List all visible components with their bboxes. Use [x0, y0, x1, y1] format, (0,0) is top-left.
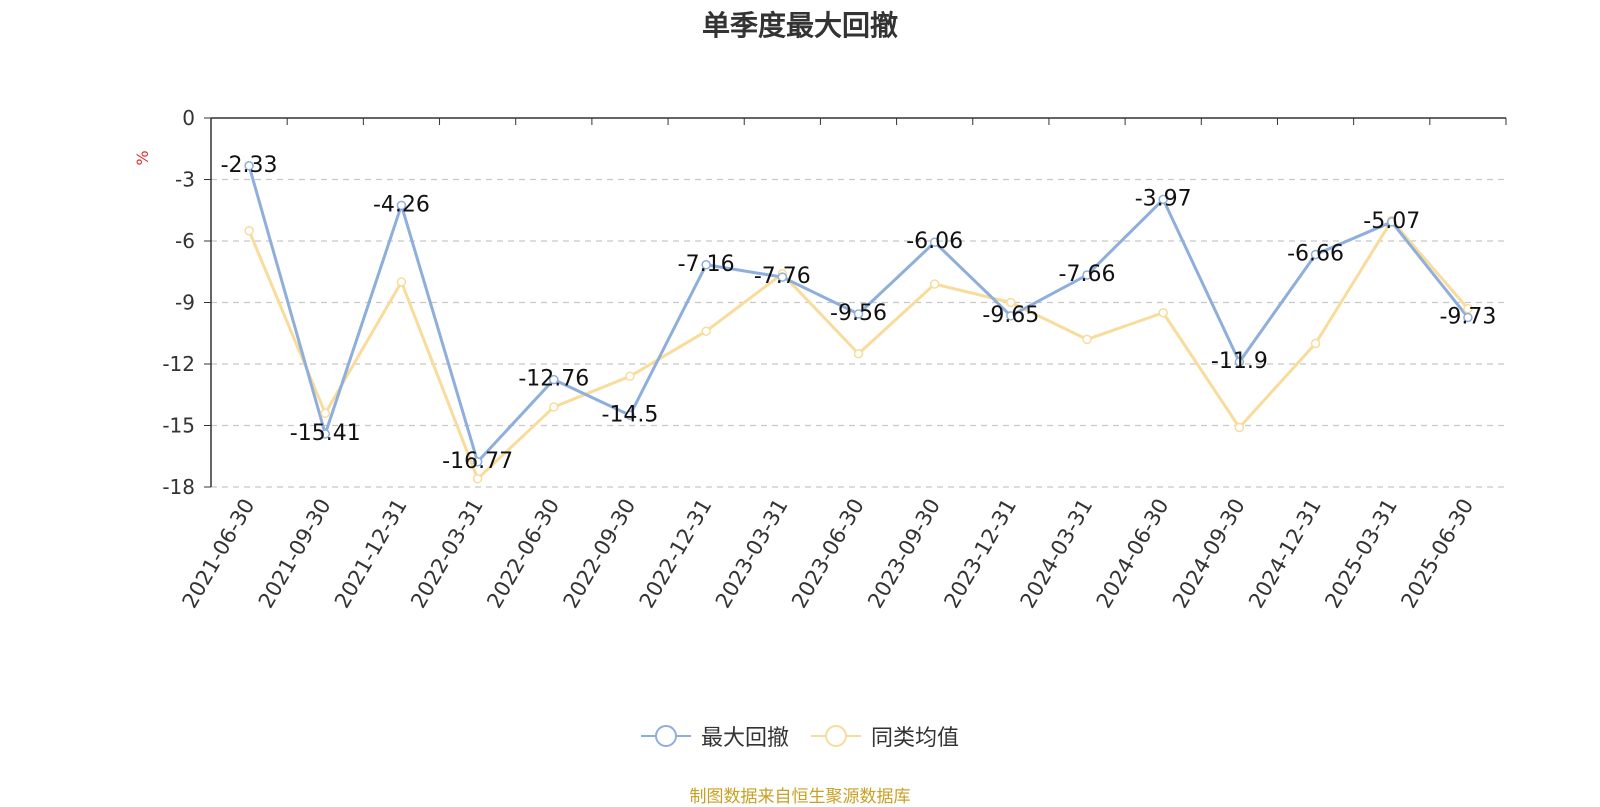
x-tick-label: 2023-09-30 — [863, 495, 945, 613]
data-label: -7.76 — [754, 264, 811, 289]
data-label: -16.77 — [442, 449, 513, 474]
data-label: -2.33 — [221, 153, 278, 178]
data-labels: -2.33 -15.41 -4.26 -16.77 -12.76 -14.5 -7.16 -7… — [221, 153, 1497, 474]
data-point-series-1 — [1082, 270, 1092, 280]
data-point-series-1 — [701, 260, 711, 270]
x-tick-label: 2021-06-30 — [178, 495, 260, 613]
y-tick-label: -18 — [162, 475, 195, 499]
legend-item-series-2[interactable]: 同类均值 — [811, 720, 959, 752]
data-label: -15.41 — [290, 421, 361, 446]
legend-label-series-2: 同类均值 — [871, 726, 960, 751]
grid-lines — [211, 178, 1506, 488]
data-point-series-2 — [549, 402, 559, 412]
y-tick-label: -3 — [175, 168, 195, 192]
data-label: -12.76 — [518, 367, 589, 392]
data-label: -6.66 — [1287, 242, 1344, 267]
data-point-series-1 — [1386, 217, 1397, 227]
data-point-series-2 — [1006, 297, 1016, 308]
data-label: -9.56 — [830, 301, 887, 326]
x-tick-label: 2025-03-31 — [1320, 495, 1402, 613]
data-point-series-1 — [549, 374, 559, 385]
x-tick-label: 2022-06-30 — [482, 495, 564, 613]
x-tick-label: 2023-03-31 — [711, 495, 793, 613]
data-point-series-1 — [853, 309, 864, 319]
data-point-series-1 — [396, 200, 407, 211]
x-tick-label: 2021-12-31 — [330, 495, 412, 613]
data-label: -5.07 — [1363, 209, 1420, 234]
y-tick-label: -6 — [175, 229, 195, 253]
y-tick-label: -12 — [162, 352, 195, 376]
x-tick-label: 2024-09-30 — [1168, 495, 1250, 613]
data-point-series-1 — [929, 237, 940, 247]
legend-item-series-1[interactable]: 最大回撤 — [640, 720, 789, 752]
x-tick-label: 2025-06-30 — [1396, 495, 1478, 613]
data-point-series-2 — [1158, 308, 1168, 318]
data-label: -11.9 — [1211, 349, 1268, 374]
x-tick-label: 2024-03-31 — [1016, 495, 1098, 613]
data-point-series-2 — [396, 277, 407, 287]
data-point-series-2 — [929, 279, 940, 289]
data-label: -7.66 — [1059, 262, 1116, 287]
data-point-series-1 — [1158, 194, 1168, 205]
data-label: -6.06 — [906, 229, 963, 254]
data-point-series-1 — [320, 429, 331, 439]
data-label: -4.26 — [373, 192, 430, 217]
data-point-series-1 — [244, 161, 254, 171]
data-point-series-2 — [1082, 334, 1092, 345]
data-point-series-2 — [472, 474, 483, 484]
legend-marker-series-2 — [811, 725, 861, 747]
y-axis-unit: % — [133, 150, 152, 165]
x-tick-label: 2023-12-31 — [939, 495, 1021, 613]
legend-marker-series-1 — [640, 725, 691, 747]
data-point-series-2 — [320, 408, 331, 418]
data-point-series-1 — [1006, 311, 1016, 321]
x-tick-label: 2021-09-30 — [254, 495, 336, 613]
line-chart: 0-3-6-9-12-15-18 2021-06-302021-09-30202… — [133, 106, 1507, 613]
data-point-series-1 — [625, 410, 635, 420]
legend-label-series-1: 最大回撤 — [700, 726, 789, 751]
x-tick-label: 2024-06-30 — [1092, 495, 1174, 613]
legend[interactable]: 最大回撤 同类均值 — [0, 720, 1600, 752]
data-point-series-1 — [472, 457, 483, 467]
data-label: -14.5 — [602, 402, 659, 427]
data-label: -9.73 — [1439, 304, 1496, 329]
x-tick-label: 2022-03-31 — [406, 495, 488, 613]
data-point-series-2 — [1234, 422, 1245, 433]
data-point-series-2 — [625, 371, 635, 382]
series-points — [244, 161, 1473, 484]
data-label: -7.16 — [678, 252, 735, 277]
data-point-series-1 — [1310, 249, 1321, 260]
x-tick-label: 2022-09-30 — [558, 495, 640, 613]
y-tick-label: -15 — [162, 414, 195, 438]
x-tick-label: 2023-06-30 — [787, 495, 869, 613]
source-note: 制图数据来自恒生聚源数据库 — [689, 787, 911, 807]
data-point-series-2 — [1463, 303, 1473, 314]
chart-title: 单季度最大回撤 — [701, 9, 898, 42]
data-point-series-2 — [1310, 338, 1321, 349]
data-point-series-1 — [1234, 357, 1245, 367]
x-tick-label: 2024-12-31 — [1244, 495, 1326, 613]
data-point-series-2 — [701, 326, 711, 336]
data-point-series-2 — [853, 349, 864, 359]
data-label: -9.65 — [982, 303, 1039, 328]
y-axis-ticks: 0 -3 -6 -9 -12 -15 -18 — [162, 106, 211, 499]
data-label: -3.97 — [1135, 186, 1192, 211]
data-point-series-2 — [244, 226, 254, 236]
x-tick-label: 2022-12-31 — [635, 495, 717, 613]
y-tick-label: 0 — [182, 106, 195, 130]
y-tick-label: -9 — [175, 291, 195, 315]
data-point-series-1 — [1463, 312, 1473, 323]
data-point-series-1 — [777, 272, 788, 282]
